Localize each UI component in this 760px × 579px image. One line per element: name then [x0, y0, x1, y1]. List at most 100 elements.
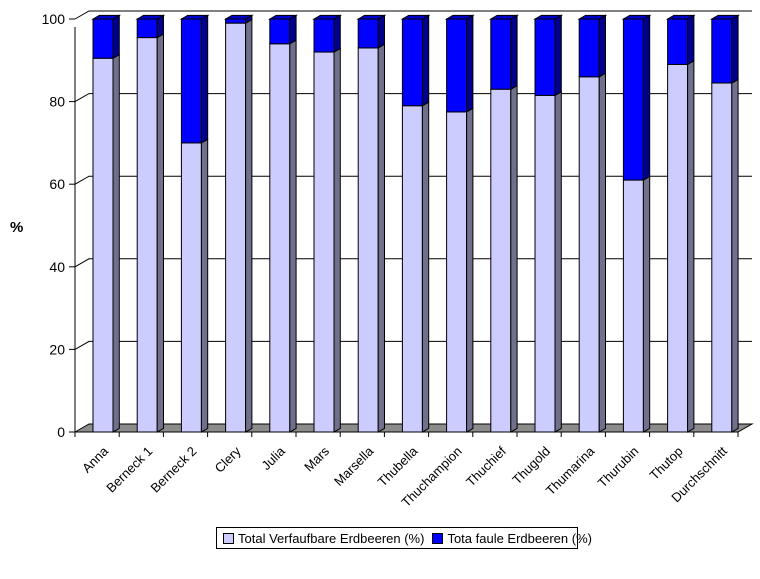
legend-item-rotten: Tota faule Erdbeeren (%) — [432, 531, 592, 546]
bar-rotten — [711, 18, 733, 84]
bars — [91, 14, 740, 433]
bar-sellable — [578, 76, 600, 433]
bar-side-sellable — [289, 39, 297, 433]
x-tick-label: Thuchief — [463, 443, 509, 489]
x-tick-label: Thurubin — [595, 444, 642, 491]
bar-top-rotten — [356, 14, 387, 20]
bar-rotten — [446, 18, 468, 113]
bar-rotten — [490, 18, 512, 90]
bar-side-sellable — [156, 33, 164, 433]
x-tick-label: Thumarina — [543, 443, 598, 498]
x-tick-label: Julia — [258, 443, 288, 473]
bar-top-rotten — [179, 14, 210, 20]
bar-sellable — [225, 22, 247, 433]
bar-side-rotten — [687, 14, 695, 66]
bar-side-rotten — [200, 14, 209, 144]
bar-top-rotten — [621, 14, 652, 20]
legend-swatch-rotten — [432, 532, 444, 544]
bar-sellable — [667, 63, 689, 433]
legend-label-rotten: Tota faule Erdbeeren (%) — [447, 530, 592, 546]
bar-side-rotten — [377, 14, 385, 49]
y-tick-label: 80 — [49, 94, 65, 110]
bar-rotten — [269, 18, 291, 45]
bar-side-sellable — [554, 90, 562, 433]
bar-rotten — [401, 18, 423, 107]
bar-rotten — [667, 18, 689, 65]
bar-sellable — [136, 37, 158, 433]
bar-top-rotten — [91, 14, 122, 20]
gridline — [74, 340, 752, 350]
bar-top-rotten — [577, 14, 608, 20]
bar-sellable — [711, 82, 733, 433]
bar-top-rotten — [312, 14, 343, 20]
y-tick-label: 20 — [49, 341, 65, 357]
bar-top-rotten — [400, 14, 431, 20]
bar-sellable — [622, 179, 644, 433]
y-axis-label: % — [10, 219, 23, 236]
bar-sellable — [180, 142, 202, 433]
bar-side-rotten — [598, 14, 606, 78]
bar-side-rotten — [642, 14, 651, 181]
bar-top-rotten — [135, 14, 166, 20]
bar-side-sellable — [642, 175, 651, 433]
x-tick-label: Berneck 1 — [103, 444, 155, 496]
bar-side-sellable — [510, 84, 518, 433]
gridline — [74, 175, 752, 185]
bar-side-sellable — [333, 47, 341, 433]
legend: Total Verfaufbare Erdbeeren (%) Tota fau… — [216, 527, 592, 549]
bar-sellable — [401, 105, 423, 433]
bar-rotten — [578, 18, 600, 78]
x-tick-label: Clery — [212, 443, 244, 475]
x-tick-label: Marsella — [331, 443, 377, 489]
bar-side-sellable — [687, 59, 695, 433]
bar-side-sellable — [245, 18, 253, 433]
legend-item-sellable: Total Verfaufbare Erdbeeren (%) — [223, 531, 424, 546]
bar-side-rotten — [112, 14, 120, 60]
bar-sellable — [534, 94, 556, 433]
x-tick-label: Anna — [79, 443, 112, 476]
bar-side-sellable — [731, 78, 739, 433]
x-tick-label: Mars — [301, 443, 332, 474]
bar-side-rotten — [510, 14, 518, 91]
bar-side-sellable — [112, 53, 120, 433]
bar-rotten — [225, 18, 247, 24]
legend-swatch-sellable — [223, 532, 234, 544]
bar-rotten — [622, 18, 644, 181]
gridline — [74, 258, 752, 268]
bar-sellable — [313, 51, 335, 433]
y-tick-label: 0 — [57, 424, 65, 440]
bar-top-rotten — [665, 14, 696, 20]
bar-side-sellable — [421, 101, 430, 433]
x-tick-label: Thutop — [646, 444, 685, 483]
bar-top-rotten — [444, 14, 475, 20]
bar-rotten — [180, 18, 202, 144]
y-tick-label: 40 — [49, 259, 65, 275]
bar-side-rotten — [731, 14, 739, 84]
bar-rotten — [92, 18, 114, 59]
bar-sellable — [357, 47, 379, 433]
bar-sellable — [92, 57, 114, 433]
bar-side-sellable — [598, 72, 606, 433]
bar-side-sellable — [466, 107, 474, 433]
x-tick-label: Thugold — [509, 444, 553, 488]
bar-rotten — [357, 18, 379, 49]
y-tick-label: 100 — [42, 11, 66, 27]
bar-top-rotten — [223, 14, 254, 20]
bar-sellable — [446, 111, 468, 433]
bar-side-sellable — [377, 43, 385, 433]
gridline — [74, 10, 752, 20]
bar-side-rotten — [333, 14, 341, 53]
bar-rotten — [313, 18, 335, 53]
bar-top-rotten — [267, 14, 298, 20]
bar-side-sellable — [200, 138, 209, 433]
legend-label-sellable: Total Verfaufbare Erdbeeren (%) — [238, 530, 425, 546]
bar-sellable — [490, 88, 512, 433]
x-tick-label: Berneck 2 — [148, 444, 200, 496]
gridline — [74, 93, 752, 103]
y-tick-label: 60 — [49, 176, 65, 192]
bar-rotten — [534, 18, 556, 96]
bar-top-rotten — [488, 14, 519, 20]
bar-rotten — [136, 18, 158, 39]
